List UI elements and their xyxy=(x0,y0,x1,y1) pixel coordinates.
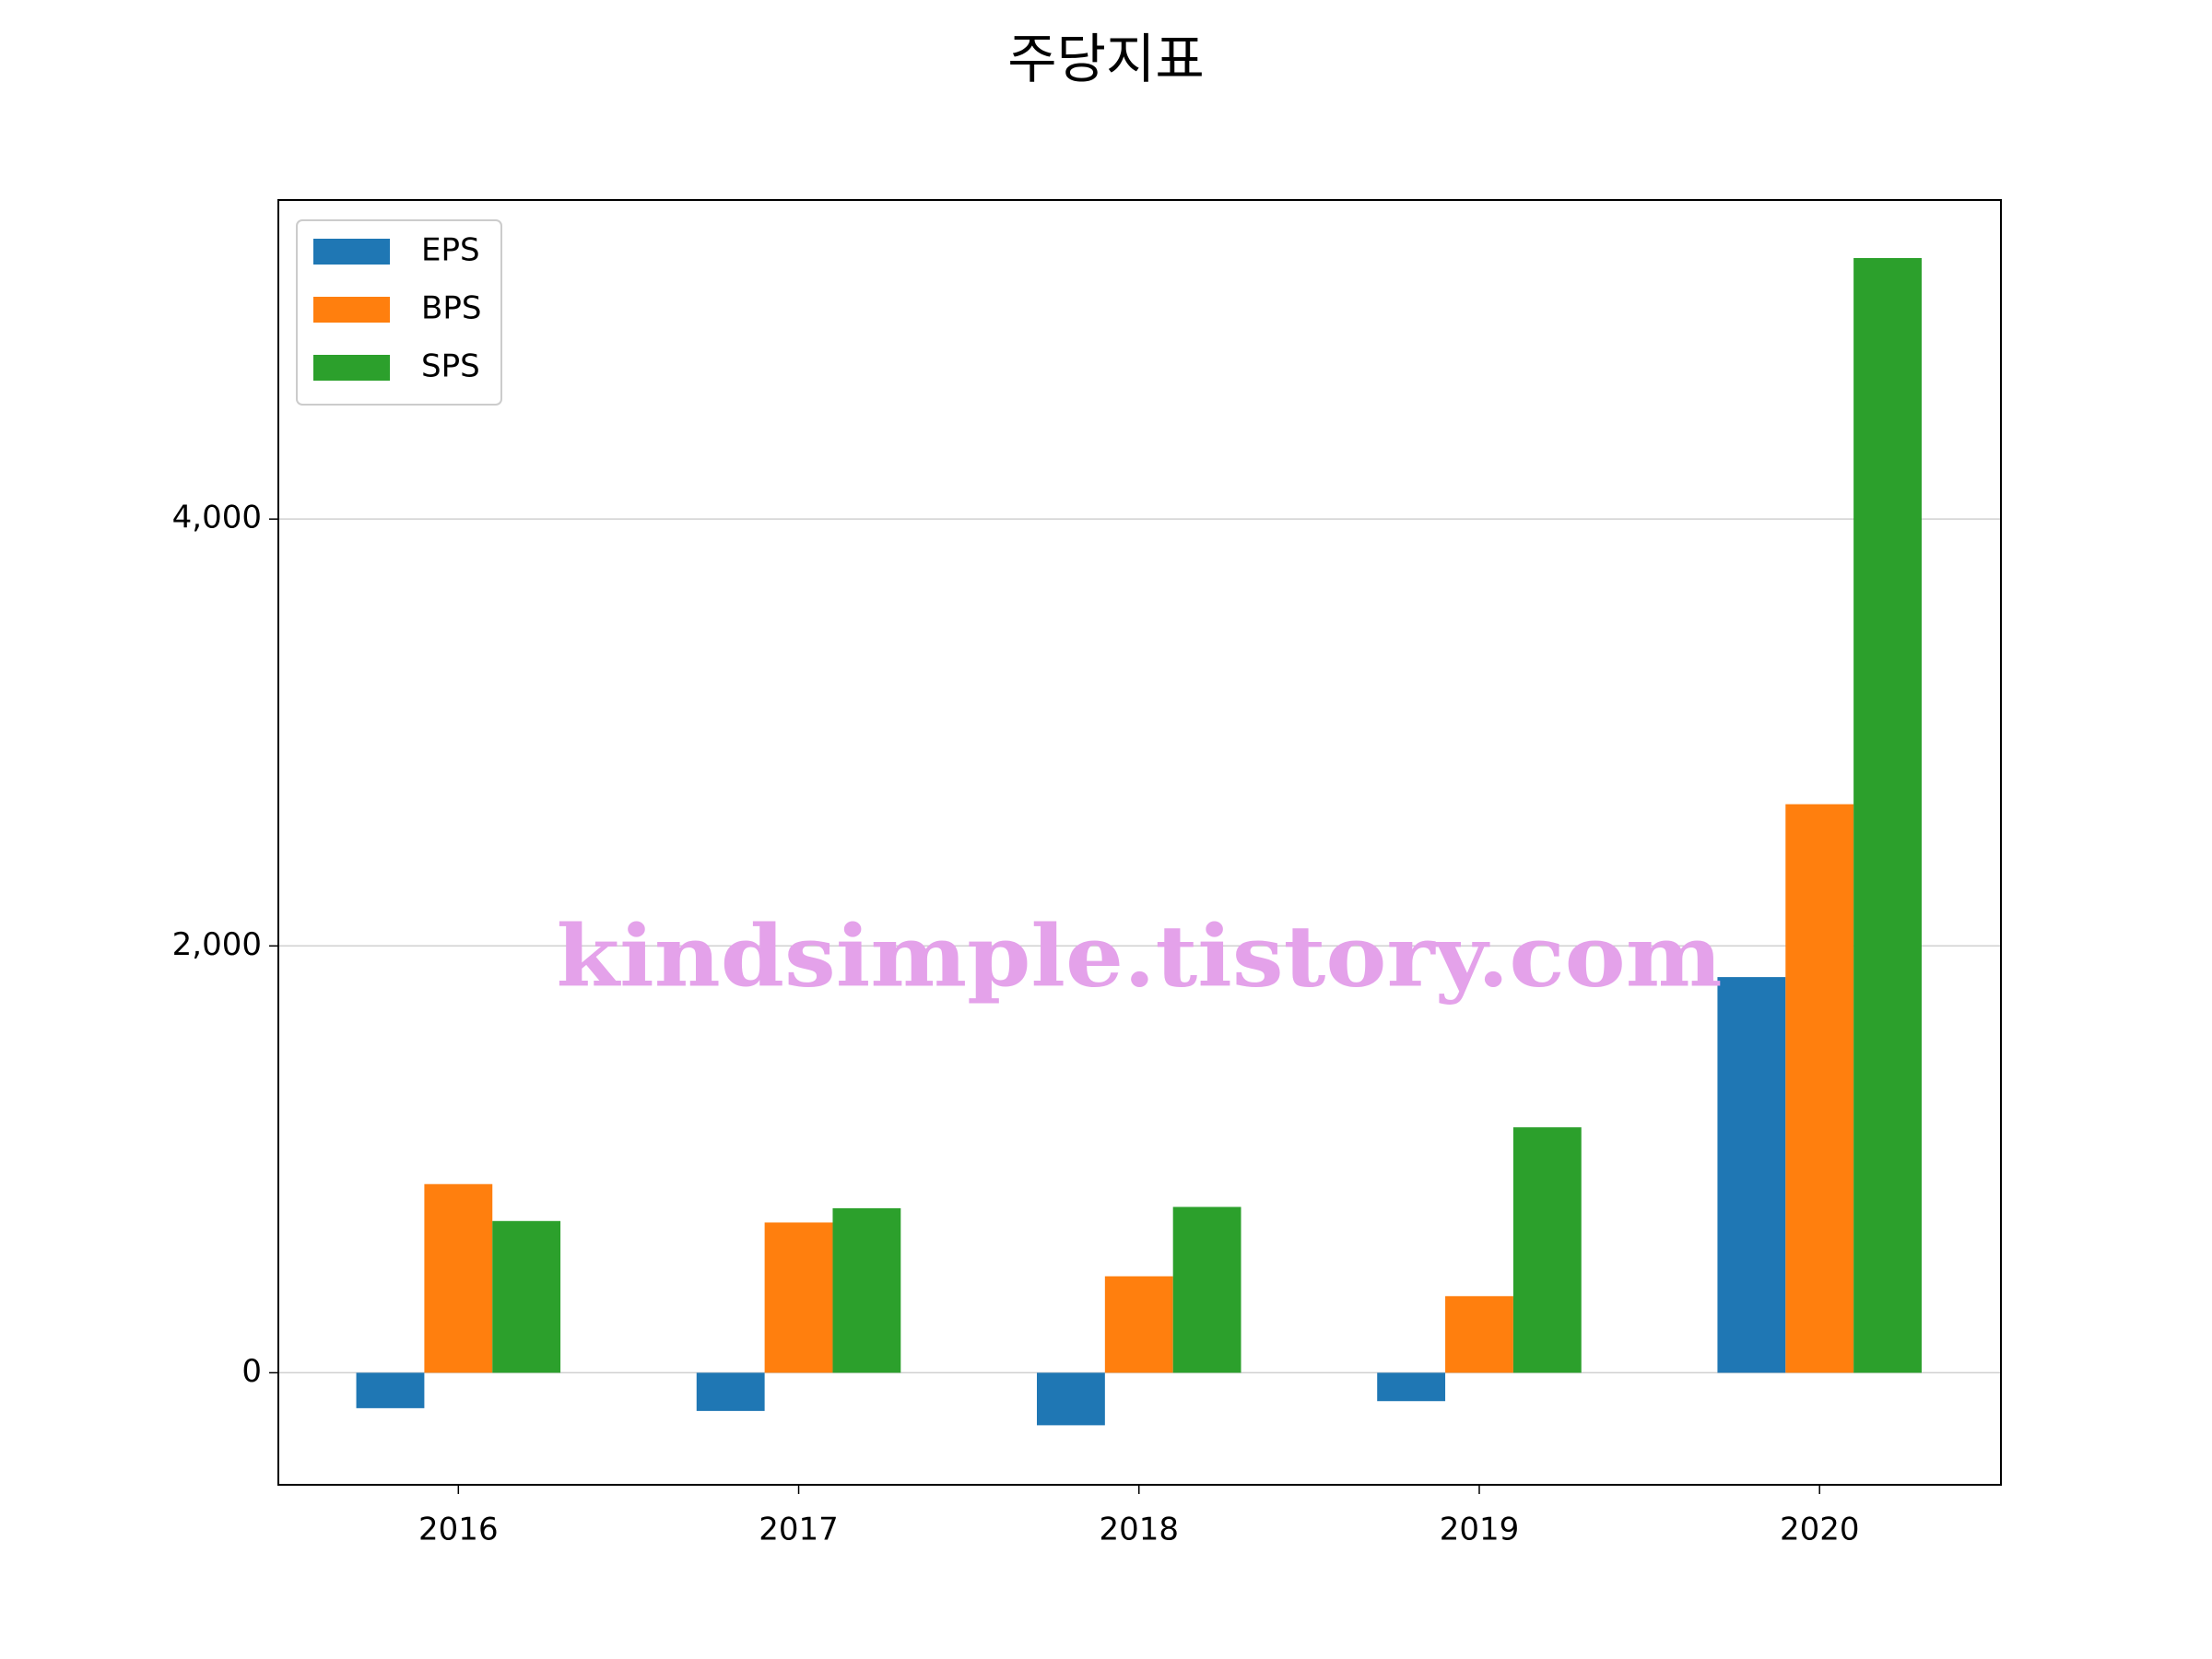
bar xyxy=(1512,1127,1582,1373)
y-tick-label: 4,000 xyxy=(172,500,262,536)
chart-title: 주당지표 xyxy=(1007,28,1204,90)
bar xyxy=(492,1220,561,1373)
legend-label: EPS xyxy=(421,232,480,269)
x-tick-label: 2020 xyxy=(1780,1512,1860,1548)
bar xyxy=(696,1372,765,1411)
legend-swatch xyxy=(313,355,390,381)
y-tick-label: 0 xyxy=(241,1353,262,1390)
bar xyxy=(1445,1296,1513,1373)
x-tick-label: 2017 xyxy=(759,1512,839,1548)
bar xyxy=(424,1183,493,1373)
legend-label: BPS xyxy=(421,290,481,327)
bar xyxy=(1172,1206,1241,1373)
legend-swatch xyxy=(313,239,390,265)
bar xyxy=(1717,977,1786,1373)
x-tick-label: 2019 xyxy=(1440,1512,1520,1548)
bar xyxy=(764,1222,833,1373)
bar xyxy=(1377,1372,1446,1402)
bar xyxy=(1853,257,1922,1373)
x-tick-label: 2018 xyxy=(1099,1512,1179,1548)
bar xyxy=(1036,1372,1105,1426)
legend-swatch xyxy=(313,297,390,323)
watermark: kindsimple.tistory.com xyxy=(557,907,1723,1006)
bar xyxy=(1785,804,1854,1373)
bar xyxy=(356,1372,425,1408)
plot-frame xyxy=(277,199,2002,1486)
bar xyxy=(1104,1276,1173,1373)
x-tick-label: 2016 xyxy=(418,1512,499,1548)
bar xyxy=(832,1207,901,1373)
y-tick-label: 2,000 xyxy=(172,926,262,963)
legend-label: SPS xyxy=(421,348,480,385)
